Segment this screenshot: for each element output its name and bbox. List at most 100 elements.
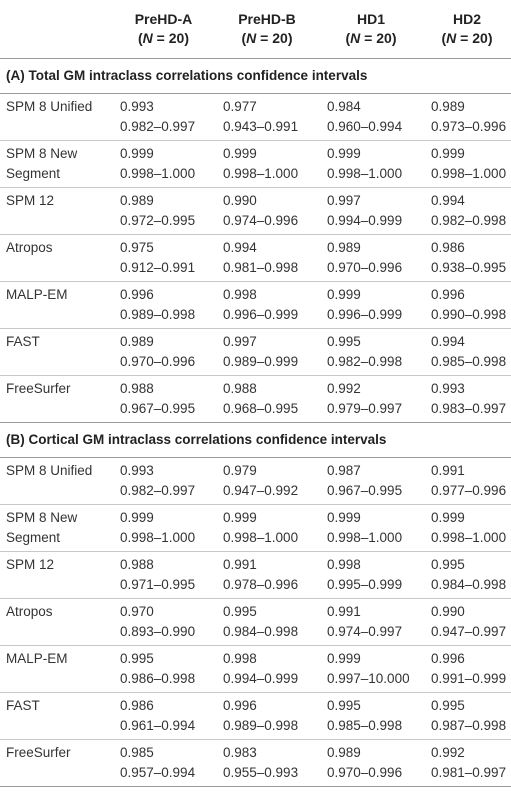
icc-value: 0.999 xyxy=(120,146,154,161)
icc-value: 0.988 xyxy=(120,381,154,396)
confidence-interval: 0.960–0.994 xyxy=(327,119,403,134)
icc-value: 0.988 xyxy=(223,381,257,396)
icc-cell: 0.997 0.989–0.999 xyxy=(215,329,319,375)
icc-cell: 0.994 0.982–0.998 xyxy=(423,188,511,234)
confidence-interval: 0.957–0.994 xyxy=(120,765,196,780)
confidence-interval: 0.998–1.000 xyxy=(223,166,299,181)
confidence-interval: 0.983–0.997 xyxy=(431,401,507,416)
icc-value: 0.991 xyxy=(327,604,361,619)
icc-value: 0.990 xyxy=(431,604,465,619)
method-label-line: Atropos xyxy=(6,240,53,255)
icc-value: 0.992 xyxy=(431,745,465,760)
table-body: (A) Total GM intraclass correlations con… xyxy=(0,59,511,787)
section-title: (A) Total GM intraclass correlations con… xyxy=(0,59,511,94)
confidence-interval: 0.974–0.996 xyxy=(223,213,299,228)
icc-cell: 0.999 0.997–10.000 xyxy=(319,646,423,692)
icc-cell: 0.995 0.986–0.998 xyxy=(112,646,215,692)
method-label: Atropos xyxy=(0,599,112,645)
confidence-interval: 0.982–0.997 xyxy=(120,483,196,498)
icc-cell: 0.998 0.995–0.999 xyxy=(319,552,423,598)
confidence-interval: 0.998–1.000 xyxy=(431,166,507,181)
confidence-interval: 0.997–10.000 xyxy=(327,671,410,686)
icc-cell: 0.995 0.984–0.998 xyxy=(423,552,511,598)
icc-cell: 0.998 0.994–0.999 xyxy=(215,646,319,692)
icc-value: 0.993 xyxy=(120,463,154,478)
icc-cell: 0.987 0.967–0.995 xyxy=(319,458,423,504)
confidence-interval: 0.970–0.996 xyxy=(327,765,403,780)
table-row: FAST 0.989 0.970–0.996 0.997 0.989–0.999 0.99… xyxy=(0,329,511,376)
icc-cell: 0.999 0.998–1.000 xyxy=(112,141,215,187)
confidence-interval: 0.989–0.998 xyxy=(223,718,299,733)
confidence-interval: 0.968–0.995 xyxy=(223,401,299,416)
icc-value: 0.999 xyxy=(431,146,465,161)
confidence-interval: 0.981–0.998 xyxy=(223,260,299,275)
method-label-line: FreeSurfer xyxy=(6,745,71,760)
confidence-interval: 0.990–0.998 xyxy=(431,307,507,322)
table-row: SPM 12 0.989 0.972–0.995 0.990 0.974–0.996 0.… xyxy=(0,188,511,235)
icc-cell: 0.999 0.996–0.999 xyxy=(319,282,423,328)
table-row: FreeSurfer 0.988 0.967–0.995 0.988 0.968–0.9… xyxy=(0,376,511,423)
icc-cell: 0.999 0.998–1.000 xyxy=(319,141,423,187)
confidence-interval: 0.961–0.994 xyxy=(120,718,196,733)
icc-cell: 0.993 0.983–0.997 xyxy=(423,376,511,422)
method-label-line: Segment xyxy=(6,530,61,545)
confidence-interval: 0.974–0.997 xyxy=(327,624,403,639)
method-label-line: Segment xyxy=(6,166,61,181)
icc-cell: 0.995 0.984–0.998 xyxy=(215,599,319,645)
icc-cell: 0.992 0.979–0.997 xyxy=(319,376,423,422)
icc-cell: 0.999 0.998–1.000 xyxy=(423,505,511,551)
icc-cell: 0.989 0.973–0.996 xyxy=(423,94,511,140)
icc-value: 0.989 xyxy=(120,193,154,208)
method-label: MALP-EM xyxy=(0,282,112,328)
icc-value: 0.999 xyxy=(327,287,361,302)
column-header-hd2: HD2 (N = 20) xyxy=(423,0,511,58)
confidence-interval: 0.947–0.992 xyxy=(223,483,299,498)
icc-value: 0.975 xyxy=(120,240,154,255)
column-name: PreHD-A xyxy=(134,11,193,27)
confidence-interval: 0.970–0.996 xyxy=(327,260,403,275)
icc-value: 0.996 xyxy=(223,698,257,713)
icc-cell: 0.999 0.998–1.000 xyxy=(215,505,319,551)
confidence-interval: 0.984–0.998 xyxy=(223,624,299,639)
section-title: (B) Cortical GM intraclass correlations … xyxy=(0,423,511,458)
confidence-interval: 0.973–0.996 xyxy=(431,119,507,134)
icc-cell: 0.989 0.970–0.996 xyxy=(319,740,423,786)
icc-value: 0.996 xyxy=(431,651,465,666)
confidence-interval: 0.971–0.995 xyxy=(120,577,196,592)
icc-value: 0.993 xyxy=(120,99,154,114)
icc-cell: 0.999 0.998–1.000 xyxy=(215,141,319,187)
icc-value: 0.989 xyxy=(120,334,154,349)
column-header-prehd-b: PreHD-B (N = 20) xyxy=(215,0,319,58)
column-n: (N = 20) xyxy=(241,30,293,46)
confidence-interval: 0.977–0.996 xyxy=(431,483,507,498)
icc-value: 0.999 xyxy=(223,146,257,161)
method-label-line: SPM 8 Unified xyxy=(6,463,93,478)
method-label: FAST xyxy=(0,693,112,739)
icc-value: 0.994 xyxy=(431,334,465,349)
column-name: HD2 xyxy=(452,11,481,27)
icc-table: PreHD-A (N = 20) PreHD-B (N = 20) HD1 (N… xyxy=(0,0,511,787)
icc-value: 0.991 xyxy=(431,463,465,478)
icc-value: 0.977 xyxy=(223,99,257,114)
icc-value: 0.994 xyxy=(223,240,257,255)
confidence-interval: 0.938–0.995 xyxy=(431,260,507,275)
icc-cell: 0.995 0.985–0.998 xyxy=(319,693,423,739)
icc-value: 0.992 xyxy=(327,381,361,396)
icc-cell: 0.998 0.996–0.999 xyxy=(215,282,319,328)
column-name: PreHD-B xyxy=(238,11,296,27)
icc-cell: 0.988 0.968–0.995 xyxy=(215,376,319,422)
icc-cell: 0.996 0.989–0.998 xyxy=(215,693,319,739)
confidence-interval: 0.991–0.999 xyxy=(431,671,507,686)
confidence-interval: 0.982–0.997 xyxy=(120,119,196,134)
method-label-line: MALP-EM xyxy=(6,287,68,302)
icc-cell: 0.990 0.974–0.996 xyxy=(215,188,319,234)
icc-cell: 0.993 0.982–0.997 xyxy=(112,458,215,504)
confidence-interval: 0.994–0.999 xyxy=(223,671,299,686)
icc-cell: 0.986 0.938–0.995 xyxy=(423,235,511,281)
confidence-interval: 0.998–1.000 xyxy=(120,166,196,181)
icc-cell: 0.999 0.998–1.000 xyxy=(112,505,215,551)
confidence-interval: 0.989–0.998 xyxy=(120,307,196,322)
column-n: (N = 20) xyxy=(345,30,397,46)
icc-value: 0.999 xyxy=(327,651,361,666)
table-row: MALP-EM 0.996 0.989–0.998 0.998 0.996–0.999 0… xyxy=(0,282,511,329)
